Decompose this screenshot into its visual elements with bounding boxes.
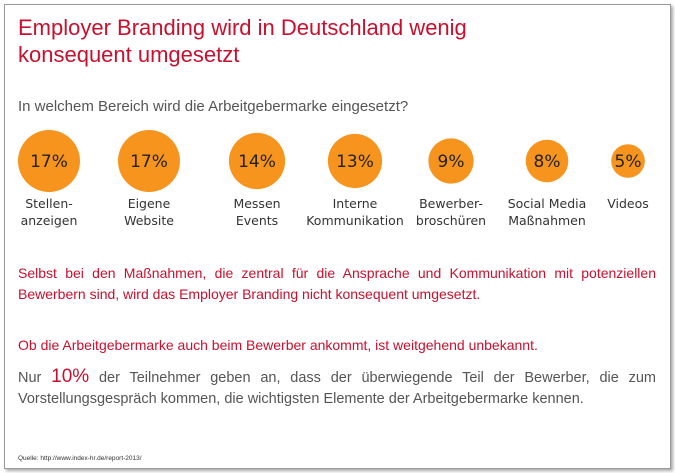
bubble-value-label-1: 17% <box>130 152 168 172</box>
slide: Employer Branding wird in Deutschland we… <box>4 4 671 469</box>
bubble-value-label-6: 5% <box>615 152 642 172</box>
category-label-5-0: Social Media <box>508 196 587 211</box>
bubble-value-label-4: 9% <box>438 152 465 172</box>
bubble-0 <box>18 130 80 192</box>
highlight-percentage: 10% <box>51 366 90 387</box>
title-line-2: konsequent umgesetzt <box>18 42 240 67</box>
category-label-0-1: anzeigen <box>21 213 78 228</box>
bubble-chart: 17% Stellen-anzeigen 17% Eigene Website 14% Me… <box>18 130 649 228</box>
paragraph-unknown: Ob die Arbeitgebermarke auch beim Bewerb… <box>18 337 538 353</box>
category-label-4-0: Bewerber- <box>419 196 483 211</box>
bubble-value-label-5: 8% <box>534 152 561 172</box>
category-label-3-0: Interne <box>333 196 378 211</box>
paragraph-suffix: der Teilnehmer geben an, dass der überwi… <box>18 370 656 407</box>
bubble-4 <box>428 138 474 184</box>
category-label-6-0: Videos <box>607 196 649 211</box>
bubble-1 <box>118 130 180 192</box>
category-label-0-0: Stellen- <box>25 196 73 211</box>
source-note: Quelle: http://www.index-hr.de/report-20… <box>18 455 142 462</box>
paragraph-measures: Selbst bei den Maßnahmen, die zentral fü… <box>18 265 656 302</box>
slide-title: Employer Branding wird in Deutschland we… <box>18 14 618 68</box>
bubble-2 <box>228 132 286 190</box>
bubble-3 <box>327 133 383 189</box>
category-label-2-0: Messen <box>233 196 280 211</box>
category-label-2-1: Events <box>236 213 278 228</box>
paragraph-participants: Nur 10% der Teilnehmer geben an, dass de… <box>18 366 656 410</box>
title-line-1: Employer Branding wird in Deutschland we… <box>18 15 467 40</box>
category-label-4-1: broschüren <box>416 213 486 228</box>
category-label-1-0: Eigene <box>128 196 171 211</box>
bubble-6 <box>611 144 645 178</box>
bubble-value-label-0: 17% <box>30 152 68 172</box>
chart-question: In welchem Bereich wird die Arbeitgeberm… <box>18 98 409 115</box>
category-label-3-1: Kommunikation <box>306 213 404 228</box>
bubble-value-label-2: 14% <box>238 152 276 172</box>
bubble-5 <box>525 139 569 183</box>
category-label-1-1: Website <box>124 213 174 228</box>
category-label-5-1: Maßnahmen <box>508 213 586 228</box>
paragraph-prefix: Nur <box>18 370 52 386</box>
bubble-value-label-3: 13% <box>336 152 374 172</box>
